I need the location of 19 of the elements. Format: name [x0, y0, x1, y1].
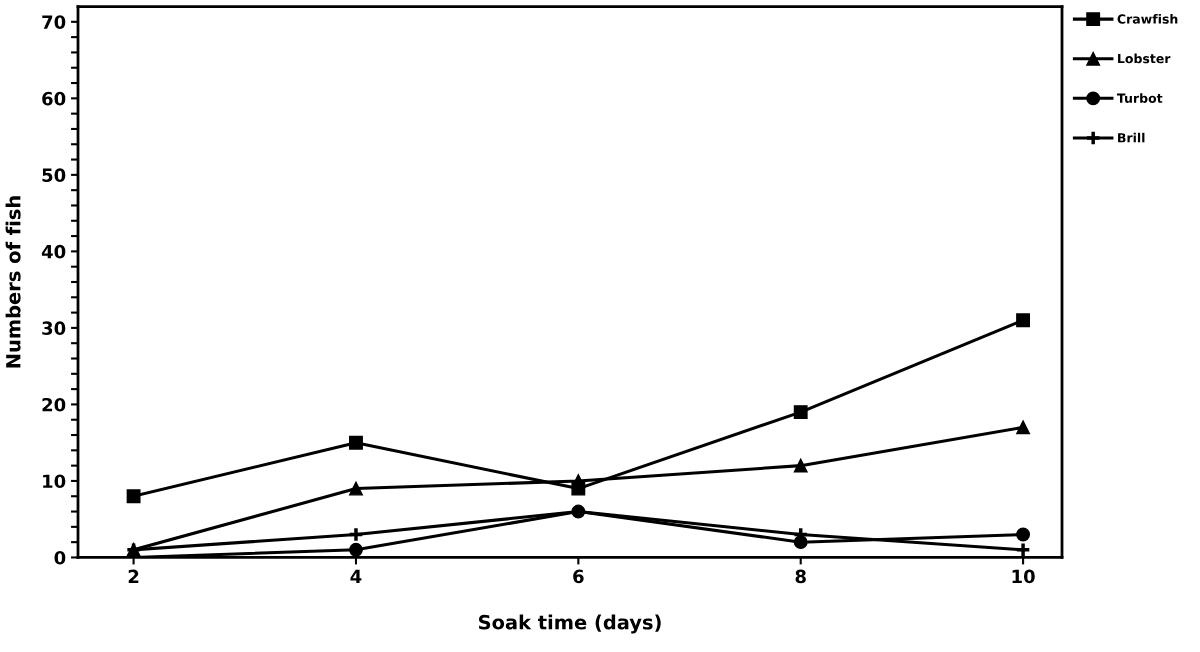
x-tick-label: 6 — [573, 569, 584, 584]
y-tick-label: 40 — [41, 244, 66, 259]
y-axis-title: Numbers of fish — [5, 196, 21, 368]
y-tick-label: 70 — [42, 15, 66, 29]
legend-label: Turbot — [1116, 93, 1163, 103]
y-tick-label: 0 — [54, 550, 66, 565]
y-tick-label: 30 — [42, 321, 66, 336]
x-tick-label: 8 — [795, 569, 806, 584]
y-tick-label: 60 — [42, 91, 66, 106]
x-tick-label: 10 — [1012, 569, 1035, 584]
legend-label: Lobster — [1118, 53, 1171, 64]
y-tick-label: 50 — [42, 168, 66, 182]
legend-label: Brill — [1118, 132, 1145, 143]
x-axis-title: Soak time (days) — [478, 614, 661, 634]
y-tick-label: 20 — [42, 397, 66, 412]
legend-label: Crawfish — [1117, 14, 1178, 24]
x-tick-label: 2 — [128, 569, 139, 583]
y-tick-label: 10 — [43, 474, 66, 489]
x-tick-label: 4 — [350, 569, 362, 583]
